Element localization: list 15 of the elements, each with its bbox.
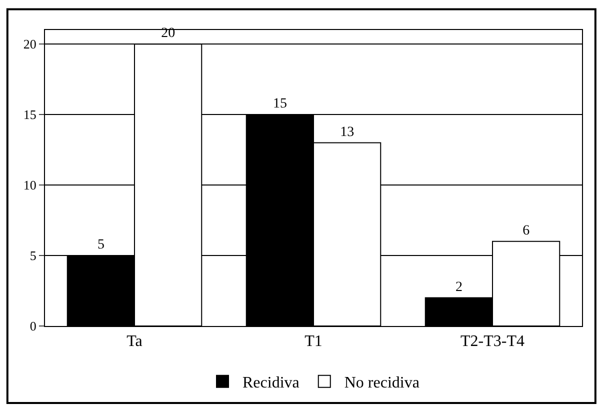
y-tick-label: 0 (30, 318, 36, 334)
y-tick-label: 5 (30, 248, 36, 264)
x-tick-label: T1 (304, 333, 322, 350)
legend-label: No recidiva (344, 374, 420, 392)
data-label: 15 (272, 96, 287, 112)
data-label: 2 (455, 280, 462, 295)
data-label: 5 (97, 238, 104, 253)
y-tick-label: 10 (23, 178, 36, 193)
y-tick-label: 15 (23, 107, 36, 122)
y-tick-label: 20 (23, 36, 36, 52)
legend-label: Recidiva (242, 374, 300, 392)
data-label: 6 (522, 223, 530, 238)
x-tick-label: Ta (126, 333, 142, 350)
x-tick-label: T2-T3-T4 (460, 333, 524, 350)
data-label: 13 (340, 124, 354, 140)
